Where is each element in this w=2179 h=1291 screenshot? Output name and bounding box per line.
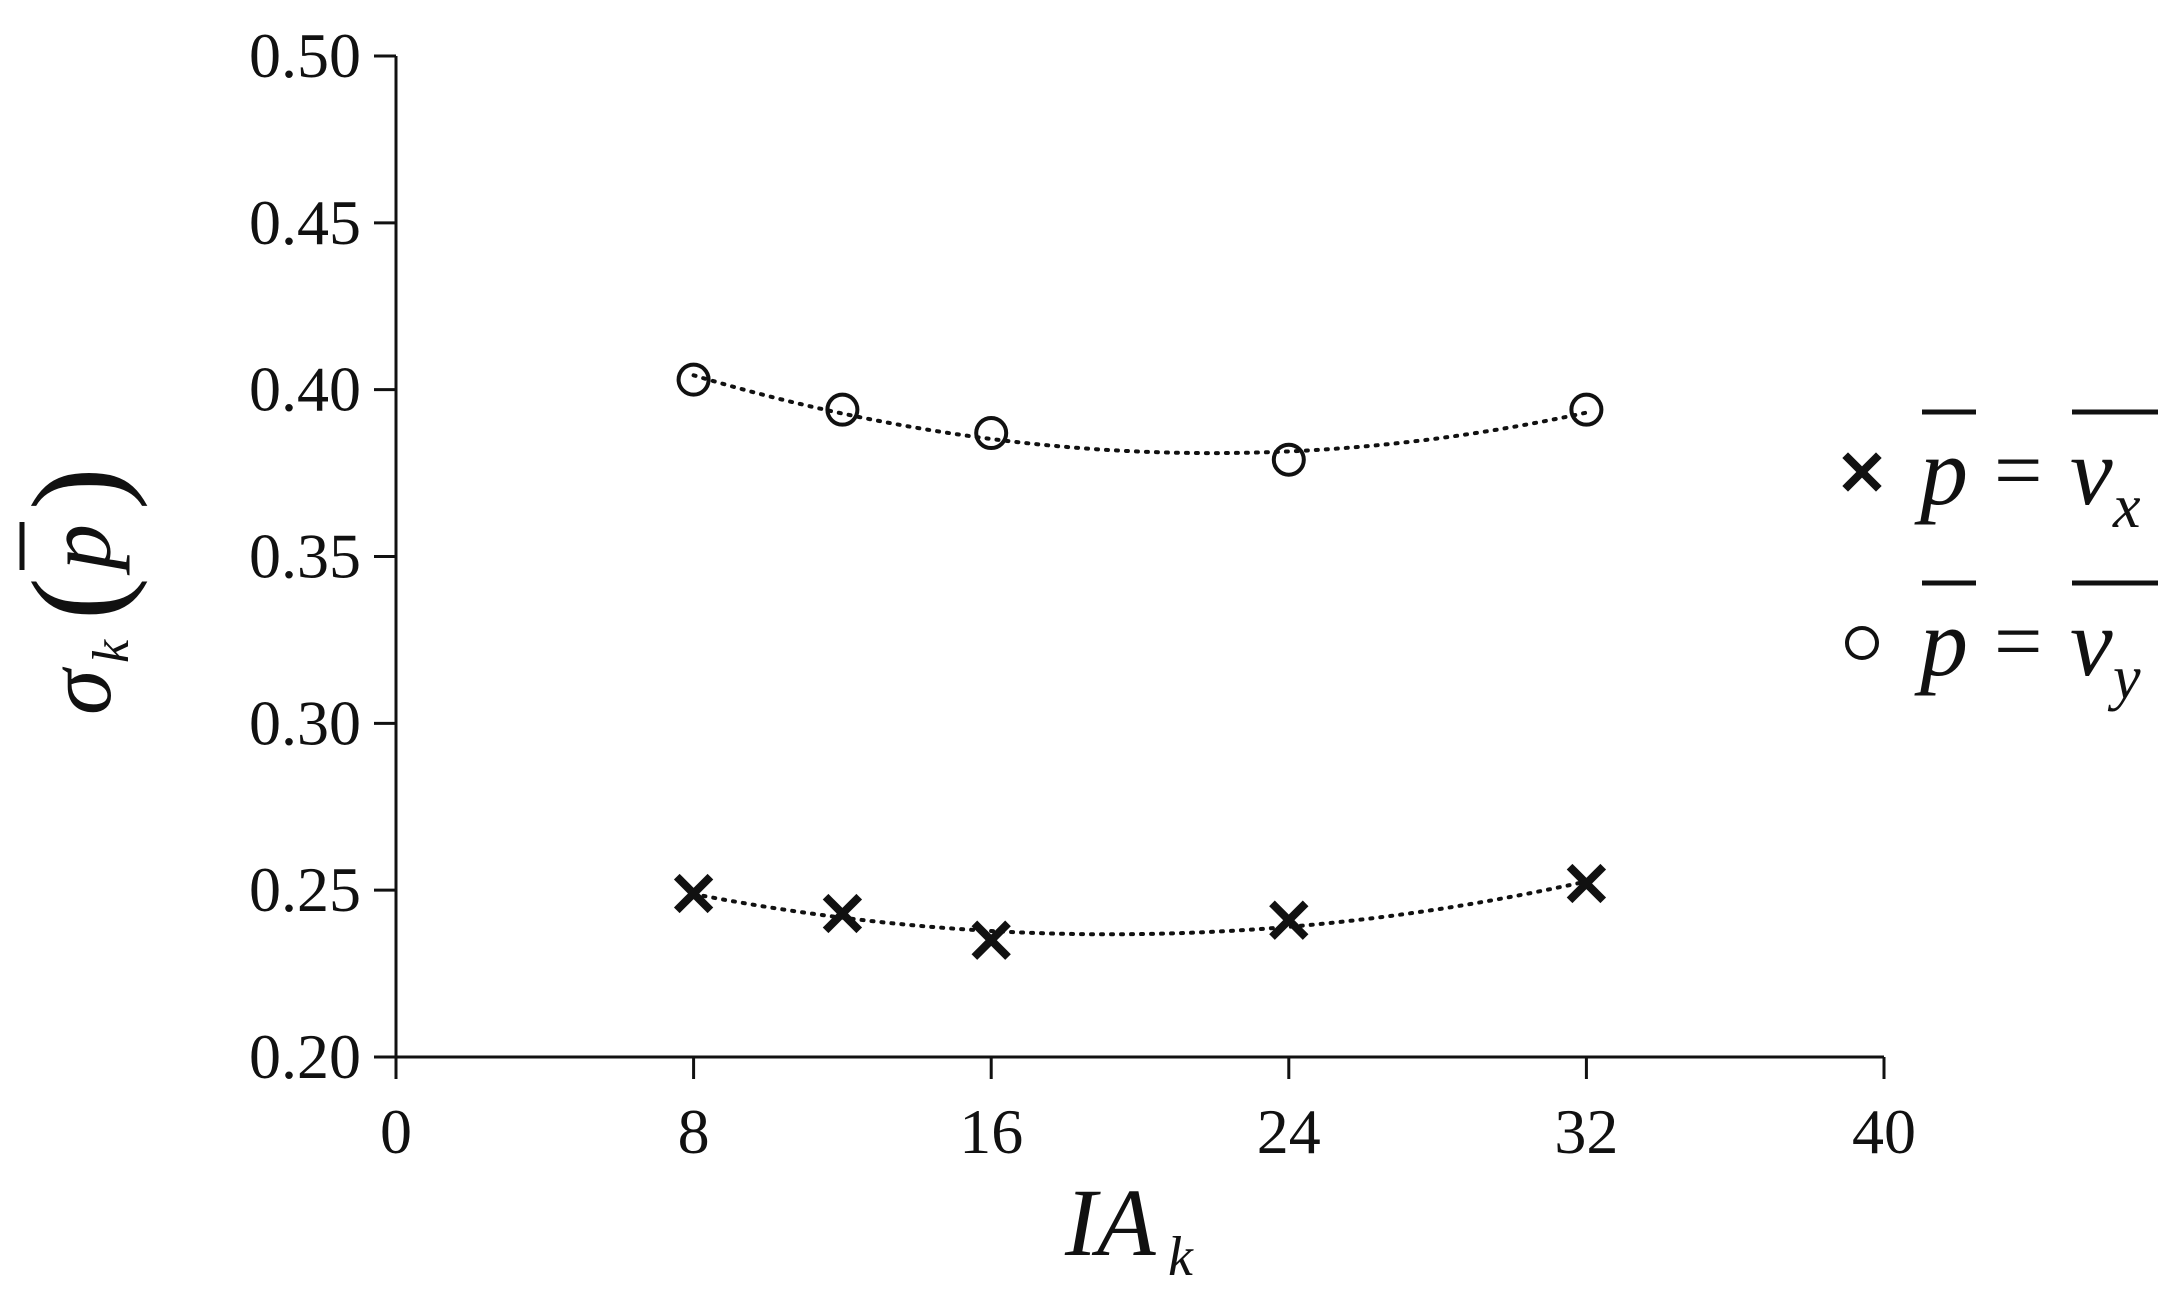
svg-text:k: k: [83, 639, 140, 663]
data-point-circle: [1569, 392, 1604, 427]
legend-equals: =: [1994, 422, 2043, 518]
data-point-x: [673, 873, 714, 914]
point-layer: [673, 362, 1607, 960]
data-point-circle: [974, 416, 1009, 451]
x-tick-label: 16: [959, 1096, 1023, 1167]
legend-marker-x: [1842, 452, 1882, 492]
data-point-x: [971, 920, 1011, 960]
legend-v: v: [2070, 589, 2113, 696]
trend-layer: [691, 373, 1589, 937]
svg-text:IA: IA: [1064, 1169, 1156, 1276]
trendline-series-2: [691, 373, 1589, 456]
data-point-x: [822, 893, 863, 934]
legend-v: v: [2070, 418, 2113, 525]
x-axis-label: IA k: [1064, 1169, 1194, 1288]
legend-equals: =: [1994, 593, 2043, 689]
y-tick-label: 0.20: [249, 1021, 361, 1092]
y-axis-label: σ k ( p ): [6, 467, 148, 715]
axis-layer: 0.20 0.25 0.30 0.35 0.40 0.45 0.50 0 8 16 24 32 40: [249, 20, 1916, 1167]
y-tick-label: 0.30: [249, 687, 361, 758]
y-tick-label: 0.40: [249, 354, 361, 425]
x-marker-stroke: [1269, 900, 1309, 940]
data-point-x: [1566, 863, 1607, 904]
svg-text:(: (: [6, 577, 148, 620]
legend: p = v xp = v y: [1842, 409, 2158, 712]
data-point-circle: [825, 392, 860, 427]
svg-text:): ): [6, 467, 148, 510]
legend-p: p: [1914, 589, 1968, 696]
x-marker-stroke: [822, 893, 863, 934]
x-tick-label: 0: [380, 1096, 412, 1167]
svg-text:σ: σ: [28, 666, 130, 715]
legend-entry-vx: p = v x: [1914, 409, 2158, 541]
x-marker-stroke: [1566, 863, 1607, 904]
x-marker-stroke: [971, 920, 1011, 960]
data-point-x: [1269, 900, 1309, 940]
svg-text:k: k: [1168, 1226, 1194, 1288]
legend-entry-vy: p = v y: [1914, 580, 2158, 712]
legend-marker-circle: [1845, 626, 1879, 660]
y-tick-label: 0.35: [249, 521, 361, 592]
x-tick-label: 24: [1257, 1096, 1321, 1167]
y-tick-label: 0.50: [249, 20, 361, 91]
y-tick-label: 0.25: [249, 854, 361, 925]
data-point-circle: [1271, 442, 1306, 477]
x-tick-label: 32: [1554, 1096, 1618, 1167]
x-tick-label: 40: [1852, 1096, 1916, 1167]
x-tick-label: 8: [678, 1096, 710, 1167]
legend-subscript: x: [2112, 473, 2141, 541]
data-point-circle: [676, 362, 711, 397]
svg-text:p: p: [28, 524, 130, 576]
legend-p: p: [1914, 418, 1968, 525]
legend-subscript: y: [2107, 644, 2141, 712]
x-marker-stroke: [1842, 452, 1882, 492]
y-tick-label: 0.45: [249, 187, 361, 258]
x-marker-stroke: [673, 873, 714, 914]
